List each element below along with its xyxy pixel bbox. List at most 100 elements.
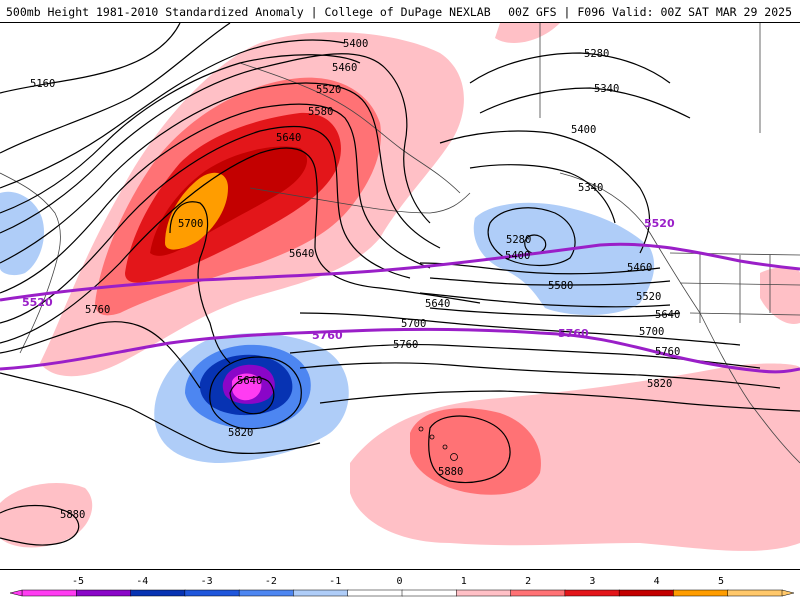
state-border-2: [679, 282, 800, 316]
contour-label: 5160: [30, 78, 55, 90]
island-hawaii: [450, 453, 458, 461]
contour-5220: [0, 23, 231, 154]
contour-ne-5520b: [429, 307, 681, 318]
contour-5340-w: [0, 54, 361, 214]
contour-5280-w: [0, 39, 346, 189]
colorbar-tick-label: -1: [329, 576, 341, 587]
contour-label: 5460: [332, 62, 357, 74]
colorbar-swatch: [238, 589, 295, 597]
contour-label: 5400: [343, 38, 368, 50]
contour-east-5640: [299, 312, 741, 346]
hawaii-islands: [418, 426, 458, 461]
colorbar-swatch: [727, 589, 783, 597]
contour-label: 5760: [655, 346, 680, 358]
contour-label: 5580: [548, 280, 573, 292]
positive-anomaly-region-ne: [495, 23, 560, 43]
contour-label: 5760: [85, 304, 110, 316]
contour-5640: [0, 147, 481, 344]
island-maui: [442, 444, 448, 450]
colorbar-tick-label: 2: [525, 576, 531, 587]
colorbar-swatch: [130, 589, 186, 597]
contour-5520: [0, 103, 431, 294]
negative-anomaly-region-west: [0, 191, 45, 276]
contour-ne-low: [524, 234, 547, 254]
canada-border: [669, 252, 800, 256]
contour-label: 5880: [60, 509, 85, 521]
contour-ne-5280b: [487, 207, 576, 267]
contour-label: 5400: [571, 124, 596, 136]
contour-5160: [0, 23, 181, 94]
colorbar-swatch: [21, 589, 78, 597]
contour-ne-5340b: [469, 164, 616, 224]
anomaly-map: 5160 5400 5460 5520 5580 5640 5700 5640 …: [0, 23, 800, 551]
model-run-info: 00Z GFS | F096 Valid: 00Z SAT MAR 29 202…: [508, 5, 792, 19]
colorbar-swatch: [673, 589, 729, 597]
contour-label: 5760: [393, 339, 418, 351]
map-title: 500mb Height 1981-2010 Standardized Anom…: [6, 5, 491, 19]
positive-anomaly-core-5sd: [165, 172, 228, 250]
contour-east-5820: [319, 390, 800, 412]
colorbar-swatch: [510, 589, 566, 597]
highlight-contour-label: 5520: [644, 217, 675, 230]
contour-label: 5640: [425, 298, 450, 310]
contour-east-5700: [289, 343, 761, 369]
contour-5760: [0, 321, 201, 389]
colorbar-tick-label: 0: [396, 576, 402, 587]
colorbar-tick-label: -4: [136, 576, 148, 587]
coastlines: [0, 23, 800, 464]
contour-label: 5400: [505, 250, 530, 262]
aleutian-chain: [249, 187, 471, 214]
colorbar-tick-label: -5: [72, 576, 84, 587]
map-header: 500mb Height 1981-2010 Standardized Anom…: [0, 0, 800, 22]
contour-5820: [0, 372, 321, 455]
contour-label: 5880: [438, 466, 463, 478]
contour-ne-5460b: [429, 277, 671, 286]
colorbar-swatch: [347, 589, 403, 597]
colorbar-ticks: -5 -4 -3 -2 -1 0 1 2 3 4 5: [72, 576, 724, 587]
contour-ne-5340: [479, 87, 691, 119]
anomaly-shading: [0, 23, 800, 551]
contour-label: 5700: [178, 218, 203, 230]
contour-east-5760: [299, 362, 781, 389]
height-contours: [0, 23, 800, 546]
highlight-contour-label: 5760: [312, 329, 343, 342]
colorbar-swatch: [293, 589, 349, 597]
contour-label: 5460: [627, 262, 652, 274]
island-oahu: [429, 434, 435, 440]
contour-label: 5820: [228, 427, 253, 439]
contour-low-circle-1: [229, 376, 275, 415]
contour-5880-hawaii: [428, 415, 511, 484]
contour-label: 5580: [308, 106, 333, 118]
map-panel: 5160 5400 5460 5520 5580 5640 5700 5640 …: [0, 22, 800, 570]
colorbar-swatch: [456, 589, 512, 597]
contour-ne-5580b: [419, 292, 671, 308]
colorbar-swatches: [9, 589, 795, 597]
contour-label: 5640: [237, 375, 262, 387]
colorbar-swatch: [564, 589, 620, 597]
alaska-coastline: [239, 62, 461, 194]
highlight-contours: [0, 242, 800, 374]
contour-5460: [0, 82, 441, 264]
contour-label: 5340: [578, 182, 603, 194]
negative-anomaly-region-ne: [473, 202, 655, 315]
colorbar-tick-label: 5: [718, 576, 724, 587]
island-kauai: [418, 426, 424, 432]
contour-low-circle-2: [209, 356, 302, 430]
contour-ne-5400: [439, 130, 651, 254]
colorbar-tick-label: 3: [589, 576, 595, 587]
colorbar-tick-label: -2: [265, 576, 277, 587]
contour-5580: [0, 125, 411, 324]
contour-label: 5340: [594, 83, 619, 95]
colorbar-tick-label: 1: [461, 576, 467, 587]
contour-label: 5700: [401, 318, 426, 330]
contour-label: 5520: [316, 84, 341, 96]
contour-label: 5640: [276, 132, 301, 144]
colorbar-min-arrow: [9, 589, 23, 597]
contour-labels: 5160 5400 5460 5520 5580 5640 5700 5640 …: [30, 38, 680, 521]
highlight-contour-5520: [0, 242, 800, 302]
colorbar-swatch: [184, 589, 240, 597]
colorbar-swatch: [401, 589, 458, 597]
contour-label: 5640: [655, 309, 680, 321]
contour-ne-5400c: [419, 262, 661, 275]
